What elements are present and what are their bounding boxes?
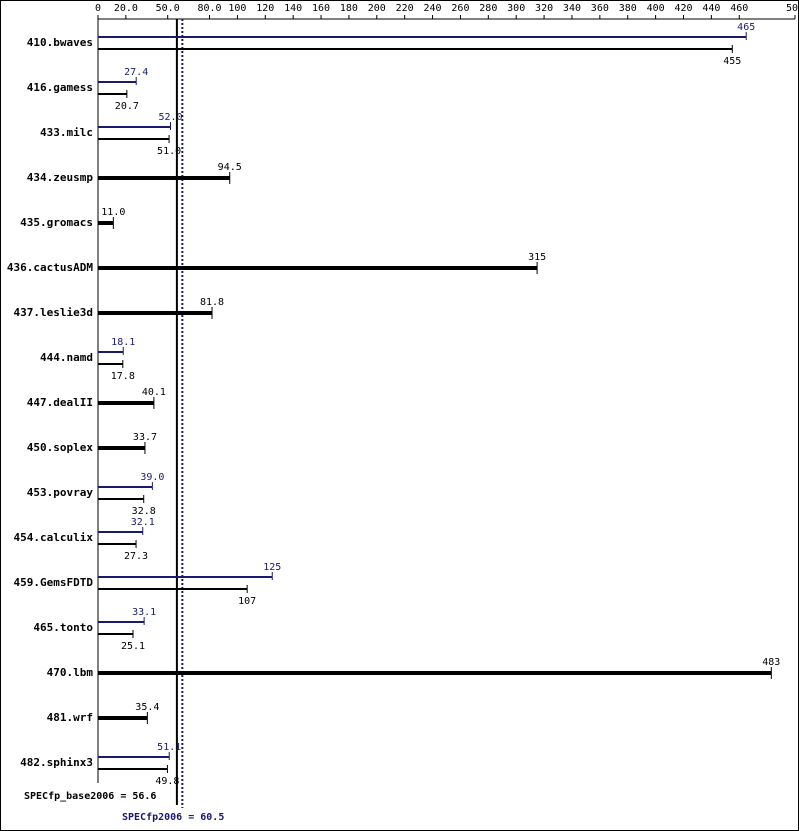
benchmark-name: 435.gromacs xyxy=(20,216,93,229)
peak-bar xyxy=(98,126,171,128)
benchmark-name: 444.namd xyxy=(40,351,93,364)
x-tick-label: 340 xyxy=(563,3,581,14)
x-tick-label: 20.0 xyxy=(114,3,138,14)
benchmark-name: 416.gamess xyxy=(27,81,93,94)
benchmark-name: 436.cactusADM xyxy=(7,261,93,274)
value-label: 49.8 xyxy=(155,776,179,787)
value-label: 483 xyxy=(762,657,780,668)
x-tick-label: 80.0 xyxy=(197,3,221,14)
base-bar xyxy=(98,446,145,450)
x-tick-label: 360 xyxy=(591,3,609,14)
value-label: 27.4 xyxy=(124,67,148,78)
x-tick-label: 280 xyxy=(479,3,497,14)
value-label: 315 xyxy=(528,252,546,263)
value-label: 51.0 xyxy=(157,146,181,157)
base-bar xyxy=(98,363,123,365)
x-tick-label: 460 xyxy=(730,3,748,14)
value-label: 465 xyxy=(737,22,755,33)
value-label: 18.1 xyxy=(111,337,135,348)
x-tick-label: 380 xyxy=(619,3,637,14)
value-label: 107 xyxy=(238,596,256,607)
x-tick-label: 160 xyxy=(312,3,330,14)
base-bar xyxy=(98,543,137,545)
value-label: 125 xyxy=(263,562,281,573)
x-tick-label: 400 xyxy=(647,3,665,14)
x-tick-label: 300 xyxy=(507,3,525,14)
peak-bar xyxy=(98,351,124,353)
value-label: 40.1 xyxy=(142,387,166,398)
peak-bar xyxy=(98,756,170,758)
base-bar xyxy=(98,311,213,315)
benchmark-name: 433.milc xyxy=(40,126,93,139)
x-tick-label: 0 xyxy=(95,3,101,14)
peak-bar xyxy=(98,486,153,488)
x-tick-label: 50.0 xyxy=(156,3,180,14)
x-tick-label: 240 xyxy=(424,3,442,14)
value-label: 81.8 xyxy=(200,297,224,308)
benchmark-name: 482.sphinx3 xyxy=(20,756,93,769)
x-tick-label: 140 xyxy=(284,3,302,14)
value-label: 27.3 xyxy=(124,551,148,562)
base-bar xyxy=(98,671,772,675)
base-bar xyxy=(98,266,538,270)
peak-bar xyxy=(98,621,145,623)
value-label: 455 xyxy=(723,56,741,67)
benchmark-name: 470.lbm xyxy=(47,666,94,679)
x-tick-label: 420 xyxy=(674,3,692,14)
base-bar xyxy=(98,588,248,590)
value-label: 17.8 xyxy=(111,371,135,382)
x-tick-label: 260 xyxy=(451,3,469,14)
base-bar xyxy=(98,498,144,500)
x-tick-label: 100 xyxy=(228,3,246,14)
value-label: 11.0 xyxy=(101,207,125,218)
value-label: 35.4 xyxy=(135,702,159,713)
peak-bar xyxy=(98,576,273,578)
value-label: 33.7 xyxy=(133,432,157,443)
benchmark-name: 437.leslie3d xyxy=(14,306,93,319)
value-label: 52.0 xyxy=(158,112,182,123)
base-bar xyxy=(98,176,230,180)
base-bar xyxy=(98,768,168,770)
x-tick-label: 440 xyxy=(702,3,720,14)
benchmark-name: 434.zeusmp xyxy=(27,171,94,184)
value-label: 94.5 xyxy=(218,162,242,173)
base-bar xyxy=(98,633,133,635)
base-bar xyxy=(98,48,733,50)
value-label: 20.7 xyxy=(115,101,139,112)
value-label: 39.0 xyxy=(140,472,164,483)
base-bar xyxy=(98,93,127,95)
benchmark-name: 450.soplex xyxy=(27,441,94,454)
reference-label: SPECfp_base2006 = 56.6 xyxy=(24,791,156,802)
value-label: 32.8 xyxy=(132,506,156,517)
base-bar xyxy=(98,716,148,720)
value-label: 51.1 xyxy=(157,742,181,753)
base-bar xyxy=(98,221,114,225)
benchmark-name: 410.bwaves xyxy=(27,36,93,49)
reference-label: SPECfp2006 = 60.5 xyxy=(122,812,224,823)
x-tick-label: 220 xyxy=(396,3,414,14)
x-tick-label: 320 xyxy=(535,3,553,14)
base-bar xyxy=(98,138,170,140)
peak-bar xyxy=(98,36,747,38)
value-label: 32.1 xyxy=(131,517,155,528)
value-label: 25.1 xyxy=(121,641,145,652)
x-tick-label: 200 xyxy=(368,3,386,14)
benchmark-name: 465.tonto xyxy=(33,621,93,634)
x-tick-label: 120 xyxy=(256,3,274,14)
value-label: 33.1 xyxy=(132,607,156,618)
peak-bar xyxy=(98,81,137,83)
benchmark-name: 447.dealII xyxy=(27,396,93,409)
x-tick-label: 180 xyxy=(340,3,358,14)
benchmark-name: 453.povray xyxy=(27,486,94,499)
benchmark-name: 459.GemsFDTD xyxy=(14,576,94,589)
x-tick-label: 500 xyxy=(786,3,799,14)
benchmark-name: 481.wrf xyxy=(47,711,93,724)
peak-bar xyxy=(98,531,143,533)
benchmark-name: 454.calculix xyxy=(14,531,94,544)
base-bar xyxy=(98,401,154,405)
